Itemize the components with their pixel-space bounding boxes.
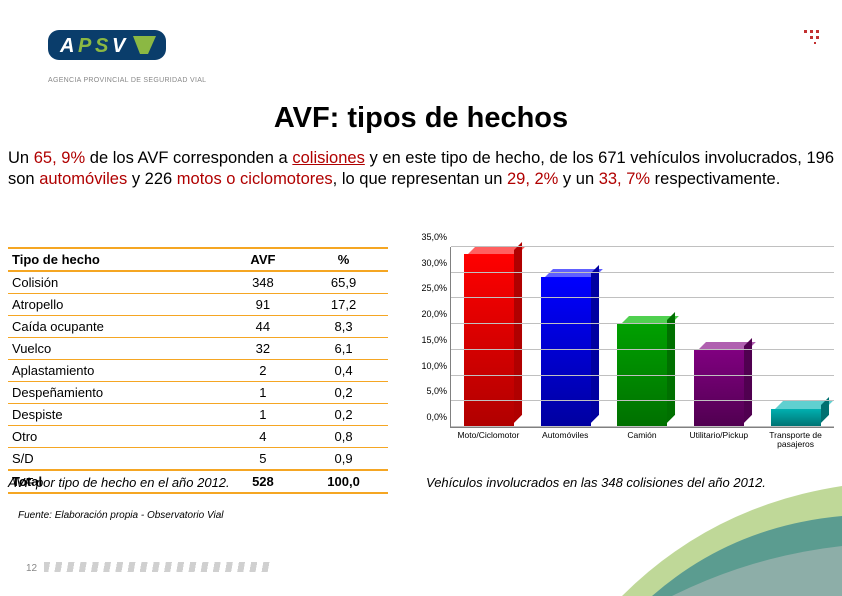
source-text: Fuente: Elaboración propia - Observatori… xyxy=(18,510,223,521)
y-axis-label: 25,0% xyxy=(421,283,451,293)
y-axis-label: 5,0% xyxy=(426,386,451,396)
y-axis-label: 10,0% xyxy=(421,361,451,371)
y-axis-label: 15,0% xyxy=(421,335,451,345)
table-row: Atropello9117,2 xyxy=(8,294,388,316)
body-paragraph: Un 65, 9% de los AVF corresponden a coli… xyxy=(8,148,834,189)
x-axis-label: Automóviles xyxy=(534,428,596,462)
table-row: S/D50,9 xyxy=(8,448,388,471)
table-caption: AVF por tipo de hecho en el año 2012. xyxy=(8,475,230,490)
x-axis-label: Moto/Ciclomotor xyxy=(457,428,519,462)
table-row: Otro40,8 xyxy=(8,426,388,448)
table-header: Tipo de hecho xyxy=(8,248,227,271)
bar-chart: 0,0%5,0%10,0%15,0%20,0%25,0%30,0%35,0% M… xyxy=(406,247,834,462)
table-row: Aplastamiento20,4 xyxy=(8,360,388,382)
corner-decoration xyxy=(804,30,822,48)
x-axis-label: Camión xyxy=(611,428,673,462)
chart-bar xyxy=(541,277,591,427)
svg-text:A: A xyxy=(59,35,74,57)
svg-text:S: S xyxy=(95,35,109,57)
y-axis-label: 20,0% xyxy=(421,309,451,319)
chart-bar xyxy=(771,409,821,427)
logo-subtitle: AGENCIA PROVINCIAL DE SEGURIDAD VIAL xyxy=(48,77,206,84)
svg-text:V: V xyxy=(112,35,127,57)
table-row: Colisión34865,9 xyxy=(8,271,388,294)
x-axis-label: Transporte de pasajeros xyxy=(765,428,827,462)
y-axis-label: 30,0% xyxy=(421,258,451,268)
table-row: Despeñamiento10,2 xyxy=(8,382,388,404)
table-row: Caída ocupante448,3 xyxy=(8,316,388,338)
table-header: % xyxy=(299,248,388,271)
chart-caption: Vehículos involucrados en las 348 colisi… xyxy=(426,475,766,490)
y-axis-label: 0,0% xyxy=(426,412,451,422)
table-header: AVF xyxy=(227,248,299,271)
table-row: Vuelco326,1 xyxy=(8,338,388,360)
table-row: Despiste10,2 xyxy=(8,404,388,426)
logo: A P S V AGENCIA PROVINCIAL DE SEGURIDAD … xyxy=(48,28,206,84)
chart-bar xyxy=(694,350,744,427)
footer-stripes xyxy=(44,562,274,572)
x-axis-label: Utilitario/Pickup xyxy=(688,428,750,462)
chart-bar xyxy=(617,324,667,427)
svg-text:P: P xyxy=(78,35,92,57)
page-title: AVF: tipos de hechos xyxy=(0,102,842,135)
page-number: 12 xyxy=(26,563,37,574)
y-axis-label: 35,0% xyxy=(421,232,451,242)
data-table: Tipo de hechoAVF%Colisión34865,9Atropell… xyxy=(8,247,388,494)
